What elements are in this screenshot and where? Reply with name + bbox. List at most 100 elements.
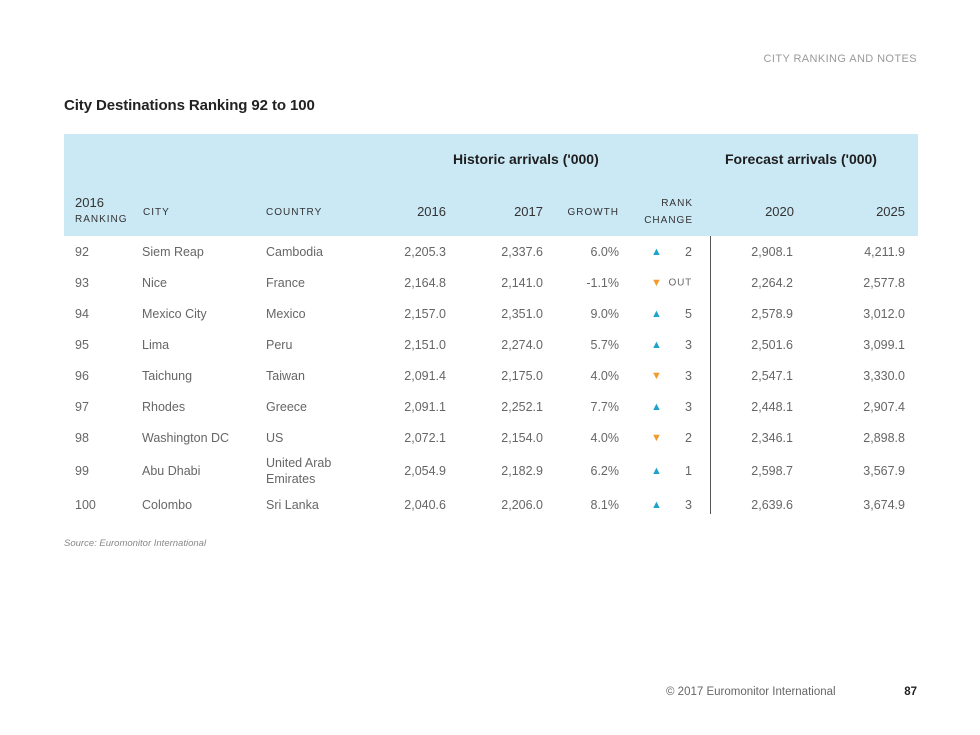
country-cell: Mexico: [266, 306, 306, 321]
growth-cell: 6.2%: [590, 464, 620, 478]
growth-cell: 7.7%: [590, 399, 620, 414]
rank-cell: 100: [75, 497, 96, 512]
rank-cell: 95: [75, 337, 89, 352]
forecast-2020-cell: 2,346.1: [751, 430, 793, 445]
forecast-2020-cell: 2,598.7: [751, 464, 793, 478]
arrow-up-icon: ▲: [651, 307, 662, 320]
growth-cell: 9.0%: [590, 306, 620, 321]
page-title: City Destinations Ranking 92 to 100: [64, 97, 315, 114]
table-row: 100 Colombo Sri Lanka 2,040.6 2,206.0 8.…: [64, 489, 918, 520]
arrow-up-icon: ▲: [651, 245, 662, 258]
country-cell: Sri Lanka: [266, 497, 319, 512]
historic-2017-cell: 2,206.0: [501, 497, 543, 512]
forecast-arrivals-heading: Forecast arrivals ('000): [725, 151, 877, 167]
country-cell: US: [266, 430, 284, 445]
historic-2017-cell: 2,252.1: [501, 399, 543, 414]
rank-cell: 97: [75, 399, 89, 414]
growth-cell: 8.1%: [590, 497, 620, 512]
table-row: 93 Nice France 2,164.8 2,141.0 -1.1% ▼ O…: [64, 267, 918, 298]
historic-2017-header: 2017: [514, 204, 543, 219]
country-cell: Greece: [266, 399, 307, 414]
ranking-year-header: 2016: [75, 195, 104, 210]
country-cell: Cambodia: [266, 244, 323, 259]
country-header: COUNTRY: [266, 207, 323, 218]
rank-change-cell: 5: [685, 306, 692, 321]
city-cell: Colombo: [142, 497, 193, 512]
historic-2017-cell: 2,175.0: [501, 368, 543, 383]
historic-2017-cell: 2,337.6: [501, 244, 543, 259]
city-cell: Mexico City: [142, 306, 207, 321]
city-header: CITY: [143, 207, 170, 218]
historic-2016-cell: 2,040.6: [404, 497, 446, 512]
rank-change-cell: 2: [685, 430, 692, 445]
forecast-2025-cell: 3,567.9: [863, 464, 905, 478]
historic-2017-cell: 2,141.0: [501, 275, 543, 290]
forecast-2020-cell: 2,639.6: [751, 497, 793, 512]
rank-cell: 92: [75, 244, 89, 259]
rank-cell: 99: [75, 464, 89, 478]
historic-2017-cell: 2,154.0: [501, 430, 543, 445]
forecast-2025-cell: 3,099.1: [863, 337, 905, 352]
rank-change-cell: 3: [685, 497, 692, 512]
arrow-down-icon: ▼: [651, 431, 662, 444]
forecast-2025-cell: 3,674.9: [863, 497, 905, 512]
country-cell: France: [266, 275, 305, 290]
arrow-up-icon: ▲: [651, 498, 662, 511]
forecast-2025-header: 2025: [876, 204, 905, 219]
source-note: Source: Euromonitor International: [64, 538, 207, 549]
forecast-2025-cell: 2,907.4: [863, 399, 905, 414]
arrow-up-icon: ▲: [651, 465, 662, 477]
table-row: 96 Taichung Taiwan 2,091.4 2,175.0 4.0% …: [64, 360, 918, 391]
rank-cell: 94: [75, 306, 89, 321]
section-label: CITY RANKING AND NOTES: [763, 53, 917, 65]
forecast-2020-cell: 2,547.1: [751, 368, 793, 383]
table-row: 95 Lima Peru 2,151.0 2,274.0 5.7% ▲ 3 2,…: [64, 329, 918, 360]
rank-change-cell: 3: [685, 337, 692, 352]
historic-2016-cell: 2,157.0: [404, 306, 446, 321]
historic-2016-cell: 2,091.1: [404, 399, 446, 414]
historic-2017-cell: 2,182.9: [501, 464, 543, 478]
historic-arrivals-heading: Historic arrivals ('000): [453, 151, 599, 167]
rank-header: RANK: [661, 198, 693, 209]
historic-2016-cell: 2,072.1: [404, 430, 446, 445]
rank-cell: 98: [75, 430, 89, 445]
city-cell: Taichung: [142, 368, 193, 383]
city-cell: Washington DC: [142, 430, 230, 445]
table-row: 99 Abu Dhabi United Arab Emirates 2,054.…: [64, 453, 918, 489]
arrow-down-icon: ▼: [651, 369, 662, 382]
growth-cell: 4.0%: [590, 368, 620, 383]
city-cell: Lima: [142, 337, 170, 352]
table-row: 97 Rhodes Greece 2,091.1 2,252.1 7.7% ▲ …: [64, 391, 918, 422]
ranking-header: RANKING: [75, 214, 128, 225]
forecast-2020-cell: 2,908.1: [751, 244, 793, 259]
country-line-1: United Arab: [266, 456, 332, 470]
forecast-2025-cell: 2,577.8: [863, 275, 905, 290]
city-cell: Abu Dhabi: [142, 464, 201, 478]
forecast-2020-cell: 2,264.2: [751, 275, 793, 290]
rank-cell: 96: [75, 368, 89, 383]
country-cell: Taiwan: [266, 368, 305, 383]
historic-2016-cell: 2,054.9: [404, 464, 446, 478]
forecast-2025-cell: 3,012.0: [863, 306, 905, 321]
rank-change-cell: 2: [685, 244, 692, 259]
forecast-2020-cell: 2,448.1: [751, 399, 793, 414]
historic-2017-cell: 2,274.0: [501, 337, 543, 352]
rank-cell: 93: [75, 275, 89, 290]
growth-cell: 4.0%: [590, 430, 620, 445]
forecast-divider: [710, 134, 711, 514]
forecast-2020-cell: 2,501.6: [751, 337, 793, 352]
rank-change-cell: 3: [685, 399, 692, 414]
historic-2016-cell: 2,205.3: [404, 244, 446, 259]
table-row: 94 Mexico City Mexico 2,157.0 2,351.0 9.…: [64, 298, 918, 329]
city-cell: Nice: [142, 275, 168, 290]
growth-cell: 6.0%: [590, 244, 620, 259]
forecast-2025-cell: 3,330.0: [863, 368, 905, 383]
table-header: Historic arrivals ('000) Forecast arriva…: [64, 134, 918, 236]
rank-change-cell: OUT: [668, 277, 692, 288]
table-row: 92 Siem Reap Cambodia 2,205.3 2,337.6 6.…: [64, 236, 918, 267]
page-number: 87: [904, 686, 917, 698]
historic-2016-cell: 2,164.8: [404, 275, 446, 290]
forecast-2025-cell: 4,211.9: [864, 244, 905, 259]
growth-cell: 5.7%: [590, 337, 620, 352]
growth-cell: -1.1%: [586, 275, 619, 290]
